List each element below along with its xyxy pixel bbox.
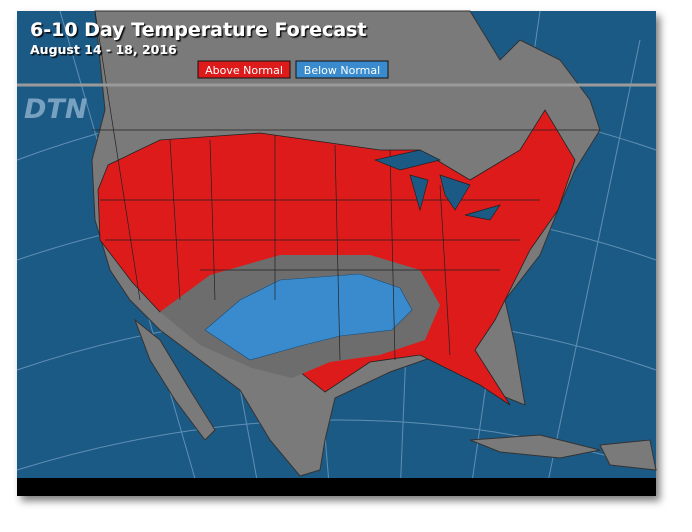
watermark: DTN — [24, 94, 88, 125]
legend-label: Above Normal — [205, 64, 283, 77]
great-lakes — [373, 149, 501, 221]
legend-label: Below Normal — [304, 64, 380, 77]
legend-swatch — [295, 60, 389, 79]
land — [599, 439, 657, 471]
footer-bar — [17, 478, 656, 496]
legend-swatch — [197, 60, 291, 79]
state-lines — [92, 10, 600, 361]
land — [469, 434, 601, 459]
below-normal-region — [204, 273, 413, 361]
map-title: 6-10 Day Temperature Forecast — [30, 19, 366, 41]
land — [133, 318, 216, 441]
map-subtitle: August 14 - 18, 2016 — [30, 42, 177, 57]
